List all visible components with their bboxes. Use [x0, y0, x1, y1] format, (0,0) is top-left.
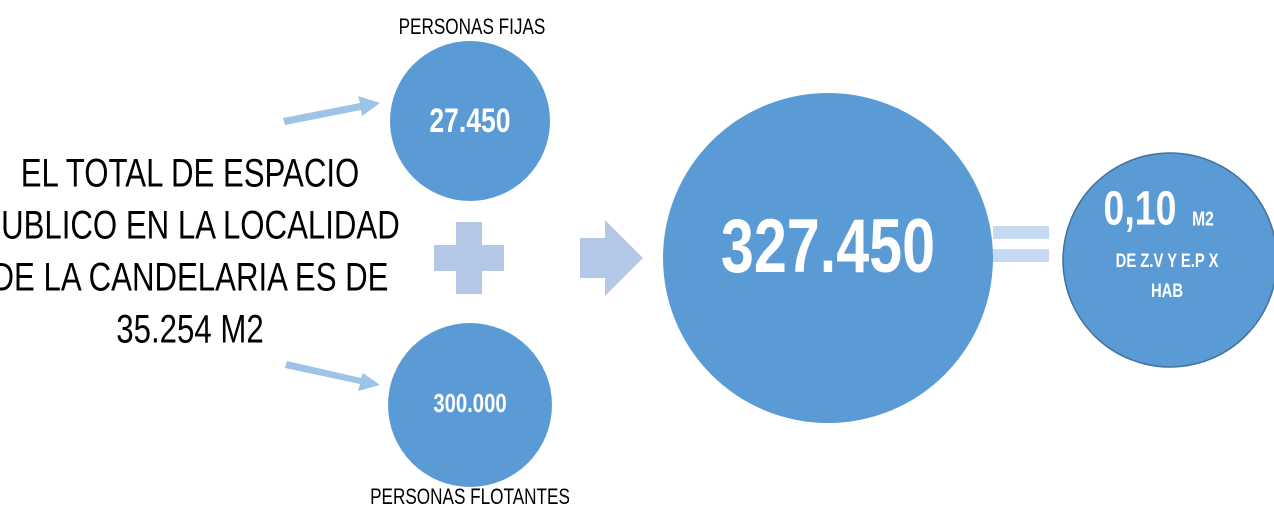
- plus-sign: [434, 222, 504, 294]
- circle-top: [390, 41, 550, 201]
- result-unit: M2: [1192, 207, 1214, 229]
- statement-line: 35.254 M2: [116, 307, 263, 352]
- arrow-bottom: [285, 361, 380, 391]
- arrow-right: [580, 220, 643, 296]
- top-value: 27.450: [429, 102, 510, 140]
- equals-bottom: [993, 249, 1049, 262]
- total-value: 327.450: [721, 204, 935, 289]
- equals-top: [993, 226, 1049, 239]
- equals-sign: [993, 226, 1049, 262]
- statement-line: EL TOTAL DE ESPACIO: [21, 151, 360, 196]
- plus-horizontal: [434, 245, 504, 271]
- result-value: 0,10: [1104, 182, 1177, 236]
- statement-line: DE LA CANDELARIA ES DE: [0, 255, 388, 300]
- circle-total: [663, 93, 993, 423]
- bottom-value: 300.000: [433, 388, 506, 417]
- bottom-label: PERSONAS FLOTANTES: [370, 485, 570, 510]
- statement-line: PUBLICO EN LA LOCALIDAD: [0, 203, 400, 248]
- top-label: PERSONAS FIJAS: [399, 15, 546, 40]
- arrow-top: [283, 96, 380, 125]
- result-description: DE Z.V Y E.P X: [1116, 250, 1219, 271]
- circle-result: [1062, 152, 1274, 368]
- arrows: [283, 96, 380, 391]
- result-description: HAB: [1151, 280, 1183, 301]
- circle-bottom: [388, 323, 552, 487]
